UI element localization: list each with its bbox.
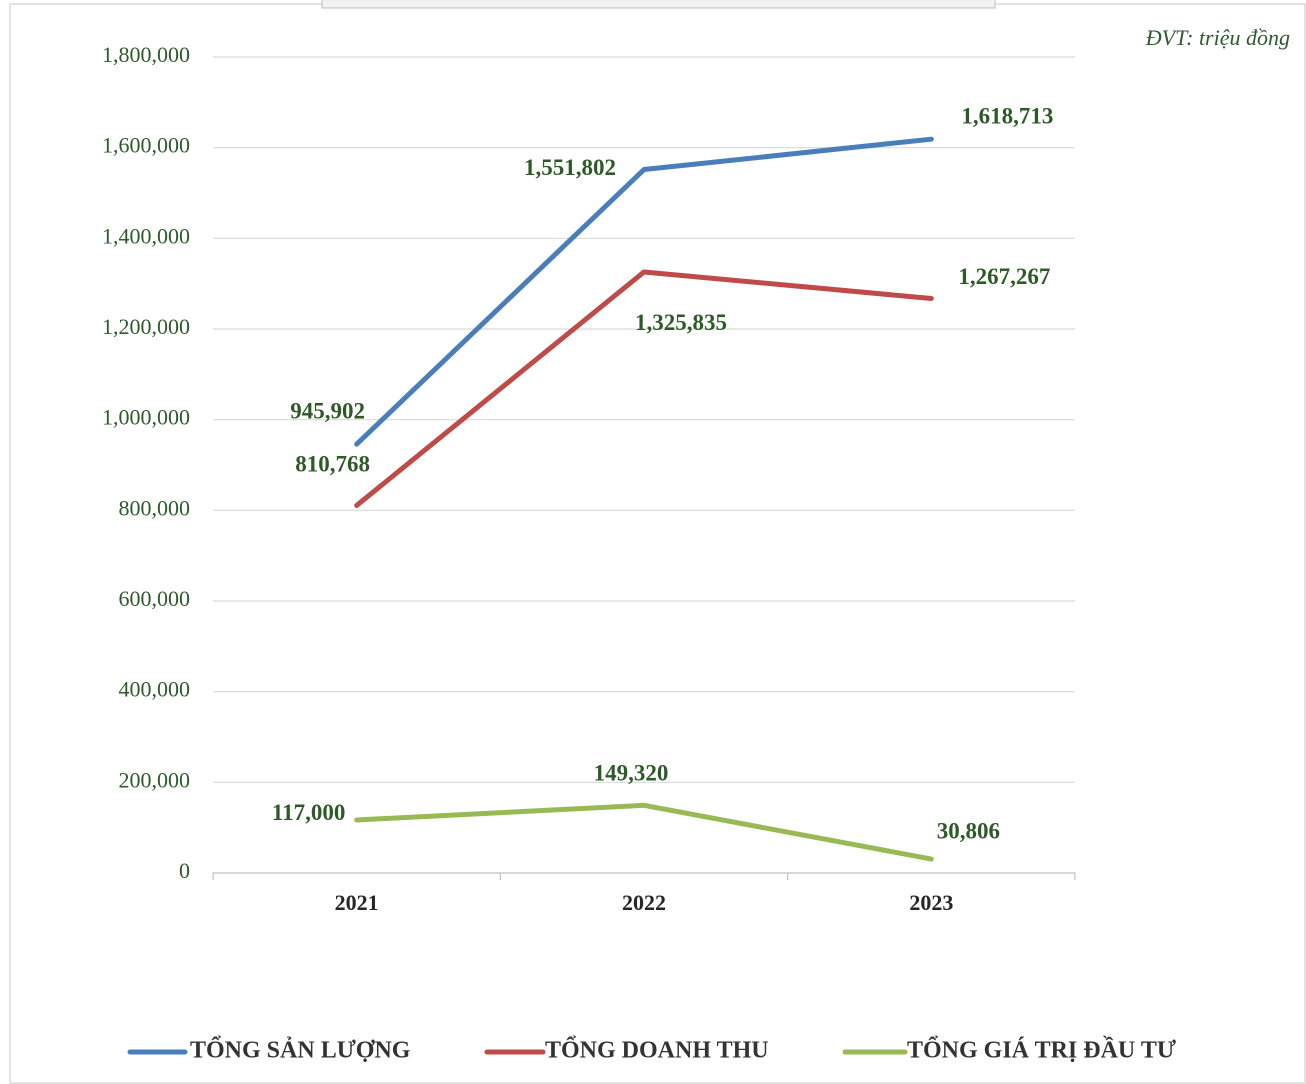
y-tick-label: 1,200,000 bbox=[102, 314, 190, 339]
y-tick-label: 0 bbox=[179, 858, 190, 883]
data-label: 117,000 bbox=[272, 800, 345, 825]
y-tick-label: 800,000 bbox=[119, 495, 191, 520]
legend-label: TỔNG DOANH THU bbox=[545, 1037, 769, 1064]
data-label: 945,902 bbox=[290, 398, 365, 423]
y-tick-label: 1,000,000 bbox=[102, 405, 190, 430]
legend-label: TỔNG SẢN LƯỢNG bbox=[190, 1037, 411, 1064]
x-tick-label: 2022 bbox=[622, 890, 666, 915]
y-tick-label: 200,000 bbox=[119, 767, 191, 792]
data-label: 149,320 bbox=[594, 761, 669, 786]
x-tick-label: 2021 bbox=[335, 890, 379, 915]
y-tick-label: 1,400,000 bbox=[102, 223, 190, 248]
data-label: 1,325,835 bbox=[635, 310, 727, 335]
series-line bbox=[354, 802, 934, 862]
series-line bbox=[354, 136, 934, 447]
y-tick-label: 600,000 bbox=[119, 586, 191, 611]
data-label: 1,618,713 bbox=[961, 103, 1053, 128]
data-label: 810,768 bbox=[295, 452, 370, 477]
x-tick-label: 2023 bbox=[909, 890, 953, 915]
series-line bbox=[354, 269, 934, 508]
legend-label: TỔNG GIÁ TRỊ ĐẦU TƯ bbox=[907, 1037, 1176, 1064]
unit-note: ĐVT: triệu đồng bbox=[1145, 25, 1290, 50]
y-tick-label: 1,600,000 bbox=[102, 133, 190, 158]
y-tick-label: 1,800,000 bbox=[102, 42, 190, 67]
data-label: 30,806 bbox=[937, 818, 1000, 843]
data-label: 1,551,802 bbox=[524, 155, 616, 180]
title-box bbox=[321, 0, 996, 9]
y-tick-label: 400,000 bbox=[119, 677, 191, 702]
data-label: 1,267,267 bbox=[958, 264, 1050, 289]
chart-frame bbox=[9, 3, 1306, 1084]
